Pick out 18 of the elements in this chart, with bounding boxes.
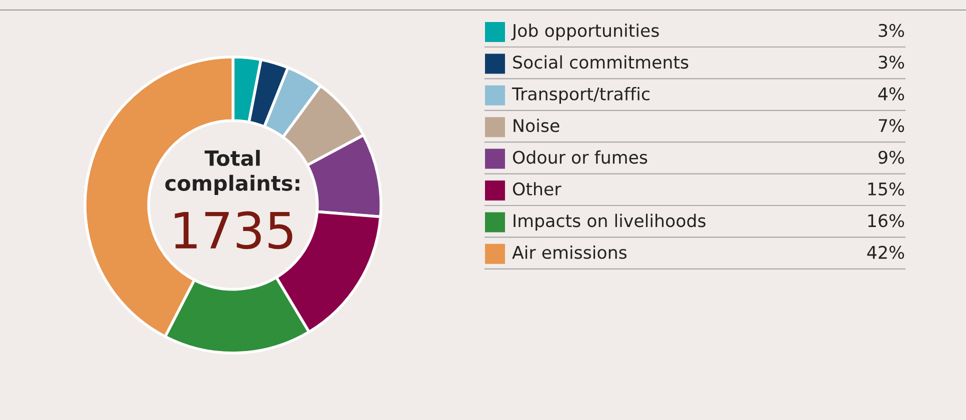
data-label: 7%: [878, 119, 904, 132]
text: Total complaints:: [165, 150, 300, 195]
legend-label: Other: [512, 182, 562, 196]
legend-label: Social commitments: [513, 55, 688, 69]
data-label: 15%: [868, 182, 904, 196]
data-label: 3%: [878, 56, 904, 69]
legend-label: Air emissions: [512, 246, 627, 259]
data-label: 4%: [878, 87, 904, 100]
legend-label: Transport/traffic: [512, 87, 650, 104]
legend-label: Odour or fumes: [512, 150, 648, 164]
legend-label: Job opportunities: [511, 24, 659, 40]
data-label: 42%: [867, 246, 904, 259]
data-label: 16%: [868, 214, 904, 228]
text: 1735: [174, 211, 292, 250]
data-label: 9%: [878, 150, 904, 164]
data-label: 3%: [878, 24, 904, 38]
legend-label: Impacts on livelihoods: [514, 214, 706, 231]
legend-label: Noise: [514, 118, 560, 132]
